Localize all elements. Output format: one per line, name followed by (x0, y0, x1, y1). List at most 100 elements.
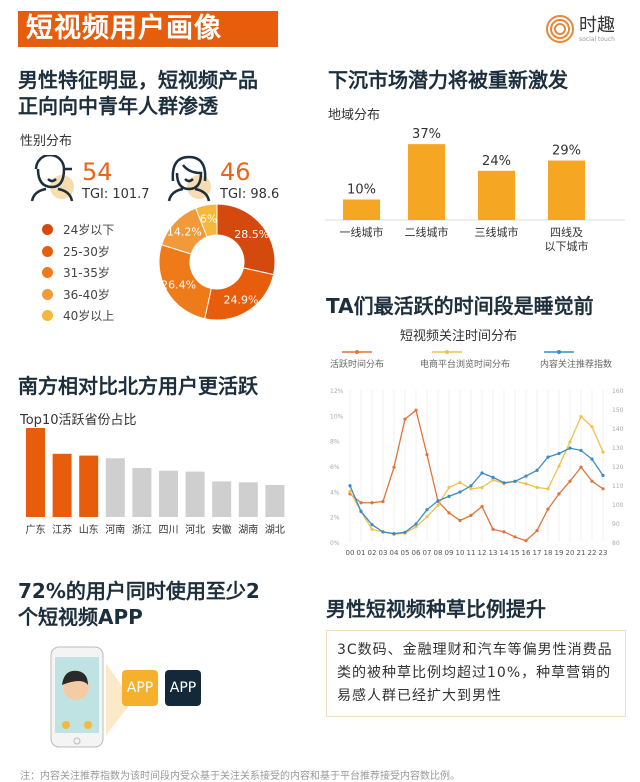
province-category: 河北 (185, 524, 205, 536)
data-point (381, 499, 385, 504)
province-bar-chart: 广东 江苏 山东 河南 浙江 四川 河北 安徽 湖南 湖北 (26, 428, 285, 536)
province-category: 广东 (26, 523, 46, 536)
donut-label: 6% (200, 212, 217, 225)
data-point (348, 489, 352, 493)
x-tick-label: 02 (368, 549, 377, 557)
male-grass-title: 男性短视频种草比例提升 (326, 597, 546, 621)
y-left-tick-label: 6% (330, 464, 340, 471)
legend-item: 36-40岁 (42, 284, 114, 306)
region-bar-label: 29% (552, 144, 581, 159)
x-tick-label: 10 (456, 549, 465, 557)
x-tick-label: 05 (401, 549, 410, 557)
legend-item: 25-30岁 (42, 241, 114, 263)
data-point (568, 479, 572, 483)
gender-title-line2: 正向向中青年人群渗透 (18, 94, 218, 118)
female-value: 46 (220, 158, 251, 186)
series-line (349, 409, 604, 542)
data-point (469, 513, 473, 517)
region-bar (478, 170, 515, 220)
data-point (590, 425, 594, 429)
x-tick-label: 17 (533, 549, 542, 557)
data-point (601, 450, 605, 454)
data-point (601, 487, 605, 491)
gender-title: 男性特征明显，短视频产品 正向向中青年人群渗透 (18, 67, 258, 119)
province-subtitle: Top10活跃省份占比 (20, 413, 137, 428)
donut-slice (158, 244, 212, 320)
data-point (491, 475, 495, 479)
y-left-tick-label: 0% (330, 540, 340, 547)
data-point (458, 480, 462, 485)
data-point (590, 479, 594, 483)
x-tick-label: 07 (423, 549, 432, 557)
phone-illustration (50, 646, 128, 748)
x-tick-label: 18 (544, 549, 553, 557)
footnote: 注：内容关注推荐指数为该时间段内受众基于关注关系接受的内容和基于平台推荐接受内容… (20, 771, 460, 782)
y-left-tick-label: 4% (330, 489, 340, 496)
y-left-tick-label: 12% (330, 388, 344, 395)
region-bar (343, 199, 380, 220)
data-point (590, 457, 594, 461)
y-right-tick-label: 90 (612, 521, 620, 528)
data-point (502, 530, 506, 534)
male-tgi: TGI: 101.7 (82, 187, 150, 202)
legend-marker (445, 350, 449, 354)
province-bar (105, 458, 125, 517)
data-point (535, 485, 539, 490)
male-icon (30, 155, 74, 202)
region-category: 二线城市 (405, 225, 449, 239)
x-tick-label: 15 (511, 549, 520, 557)
data-point (425, 453, 429, 457)
data-point (447, 494, 451, 498)
series-line (349, 447, 604, 535)
data-point (524, 539, 528, 543)
apps-title-line1: 72%的用户同时使用至少2 (18, 579, 260, 603)
page-title: 短视频用户画像 (18, 11, 278, 47)
data-point (425, 508, 429, 512)
apps-title: 72%的用户同时使用至少2 个短视频APP (18, 578, 260, 630)
y-right-tick-label: 80 (612, 540, 620, 547)
data-point (513, 535, 517, 539)
x-tick-label: 22 (588, 549, 597, 557)
data-point (370, 501, 374, 505)
data-point (579, 448, 583, 453)
data-point (348, 484, 352, 488)
region-bar-label: 10% (347, 183, 376, 198)
y-right-tick-label: 160 (612, 388, 624, 395)
donut-slice (204, 267, 275, 321)
province-bar (265, 484, 285, 517)
province-title: 南方相对比北方用户更活跃 (18, 374, 258, 398)
data-point (568, 446, 572, 450)
donut-slice (194, 203, 218, 238)
x-tick-label: 21 (577, 549, 586, 557)
legend-swatch (42, 245, 53, 257)
data-point (480, 471, 484, 475)
donut-label: 28.5% (234, 228, 269, 241)
region-bar (548, 160, 585, 220)
x-tick-label: 03 (379, 549, 388, 557)
data-point (480, 485, 484, 490)
donut-label: 14.2% (167, 226, 202, 239)
data-point (392, 465, 396, 469)
province-category: 安徽 (212, 523, 232, 536)
legend-label: 31-35岁 (63, 266, 110, 281)
x-tick-label: 06 (412, 549, 421, 557)
data-point (447, 511, 451, 515)
data-point (579, 465, 583, 469)
legend-marker (557, 350, 561, 354)
data-point (524, 474, 528, 478)
province-category: 山东 (79, 523, 99, 536)
data-point (513, 479, 517, 483)
region-category: 一线城市 (340, 225, 384, 239)
data-point (414, 525, 418, 529)
donut-slice (216, 203, 276, 276)
legend-label: 活跃时间分布 (330, 358, 384, 370)
x-tick-label: 19 (555, 549, 564, 557)
donut-label: 26.4% (161, 278, 196, 291)
data-point (436, 499, 440, 503)
province-category: 江苏 (52, 523, 72, 536)
data-point (579, 415, 583, 419)
age-legend: 24岁以下 25-30岁 31-35岁 36-40岁 40岁以上 (42, 219, 114, 327)
x-tick-label: 23 (599, 549, 608, 557)
data-point (458, 490, 462, 494)
y-right-tick-label: 130 (612, 445, 624, 452)
